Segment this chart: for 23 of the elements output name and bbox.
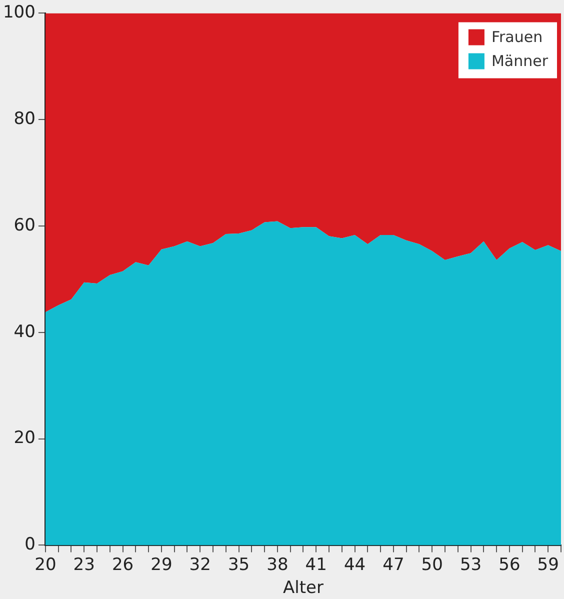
y-tick-label: 0 <box>24 534 36 555</box>
y-tick-label: 80 <box>14 109 36 130</box>
x-tick-label: 23 <box>73 554 95 575</box>
x-tick-label: 26 <box>112 554 134 575</box>
y-tick-label: 100 <box>2 2 36 23</box>
x-tick-label: 41 <box>305 554 327 575</box>
x-tick-label: 44 <box>344 554 366 575</box>
legend-label: Männer <box>491 52 549 70</box>
x-tick-label: 20 <box>34 554 56 575</box>
x-tick-label: 53 <box>460 554 482 575</box>
x-tick-label: 35 <box>228 554 250 575</box>
x-tick-label: 38 <box>266 554 288 575</box>
x-tick-label: 32 <box>189 554 211 575</box>
x-tick-label: 29 <box>150 554 172 575</box>
series-label: Frauen <box>491 28 543 46</box>
y-tick-label: 40 <box>14 322 36 342</box>
y-tick-label: 60 <box>14 215 36 236</box>
y-tick-label: 20 <box>14 428 36 448</box>
x-tick-label: 56 <box>498 554 520 575</box>
x-tick-label: 59 <box>537 554 559 575</box>
x-axis-title: Alter <box>282 578 324 598</box>
x-tick-label: 50 <box>421 554 443 575</box>
x-tick-label: 47 <box>382 554 404 575</box>
